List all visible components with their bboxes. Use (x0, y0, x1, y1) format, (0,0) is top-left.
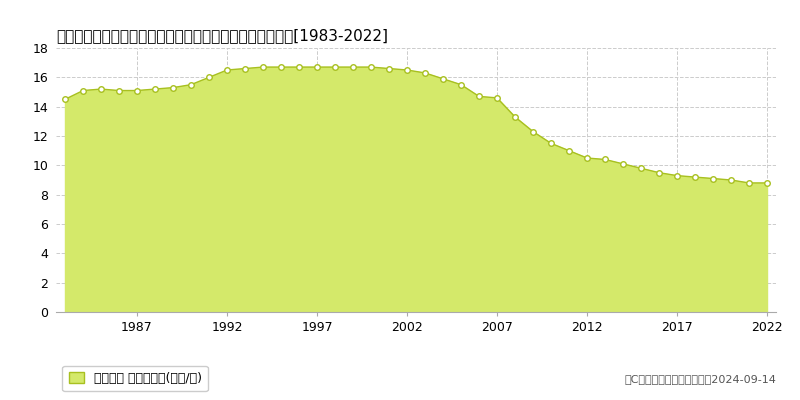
Legend: 地価公示 平均坪単価(万円/坪): 地価公示 平均坪単価(万円/坪) (62, 366, 208, 391)
Text: （C）土地価格ドットコム　2024-09-14: （C）土地価格ドットコム 2024-09-14 (624, 374, 776, 384)
Text: 福岡県大牧田市中町２丁目１０番４　地価公示　地価推移[1983-2022]: 福岡県大牧田市中町２丁目１０番４ 地価公示 地価推移[1983-2022] (56, 28, 388, 43)
